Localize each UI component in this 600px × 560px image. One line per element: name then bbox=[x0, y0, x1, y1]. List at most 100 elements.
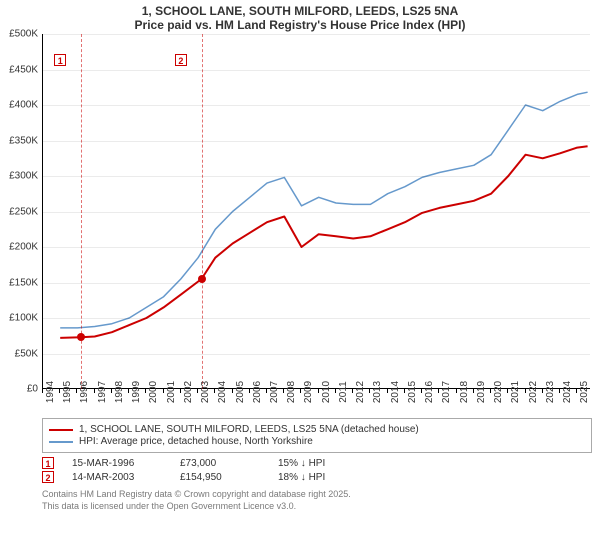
x-tick bbox=[318, 389, 319, 393]
x-axis-label: 2001 bbox=[166, 381, 177, 403]
x-axis-label: 2012 bbox=[355, 381, 366, 403]
x-tick bbox=[352, 389, 353, 393]
x-axis-label: 2020 bbox=[493, 381, 504, 403]
x-tick bbox=[145, 389, 146, 393]
x-tick bbox=[249, 389, 250, 393]
gridline bbox=[43, 354, 590, 355]
transaction-date: 14-MAR-2003 bbox=[72, 472, 162, 483]
gridline bbox=[43, 34, 590, 35]
gridline bbox=[43, 318, 590, 319]
transaction-price: £154,950 bbox=[180, 472, 260, 483]
x-axis-label: 2024 bbox=[562, 381, 573, 403]
table-row: 1 15-MAR-1996 £73,000 15% ↓ HPI bbox=[42, 457, 592, 469]
x-tick bbox=[266, 389, 267, 393]
x-axis-label: 2022 bbox=[528, 381, 539, 403]
x-axis-label: 2025 bbox=[579, 381, 590, 403]
x-axis-label: 1996 bbox=[79, 381, 90, 403]
x-tick bbox=[490, 389, 491, 393]
x-tick bbox=[111, 389, 112, 393]
gridline bbox=[43, 212, 590, 213]
x-axis-label: 2010 bbox=[321, 381, 332, 403]
legend-label: HPI: Average price, detached house, Nort… bbox=[79, 436, 313, 447]
x-axis-label: 2006 bbox=[252, 381, 263, 403]
y-axis-label: £400K bbox=[0, 100, 38, 111]
x-axis-label: 2002 bbox=[183, 381, 194, 403]
x-tick bbox=[197, 389, 198, 393]
x-tick bbox=[163, 389, 164, 393]
x-axis-label: 1999 bbox=[131, 381, 142, 403]
x-axis-label: 2014 bbox=[390, 381, 401, 403]
x-tick bbox=[438, 389, 439, 393]
x-tick bbox=[300, 389, 301, 393]
gridline bbox=[43, 105, 590, 106]
data-point-dot bbox=[198, 275, 206, 283]
chart-area: 12 £0£50K£100K£150K£200K£250K£300K£350K£… bbox=[42, 34, 590, 414]
transactions-table: 1 15-MAR-1996 £73,000 15% ↓ HPI 2 14-MAR… bbox=[42, 457, 592, 483]
x-axis-label: 1994 bbox=[45, 381, 56, 403]
x-tick bbox=[128, 389, 129, 393]
footer-attribution: Contains HM Land Registry data © Crown c… bbox=[42, 489, 592, 512]
x-tick bbox=[180, 389, 181, 393]
x-tick bbox=[387, 389, 388, 393]
x-tick bbox=[559, 389, 560, 393]
chart-title-line1: 1, SCHOOL LANE, SOUTH MILFORD, LEEDS, LS… bbox=[0, 4, 600, 18]
x-axis-label: 2003 bbox=[200, 381, 211, 403]
footer-line: Contains HM Land Registry data © Crown c… bbox=[42, 489, 592, 501]
x-axis-label: 2008 bbox=[286, 381, 297, 403]
x-tick bbox=[369, 389, 370, 393]
event-vline bbox=[202, 34, 203, 389]
x-axis-label: 2007 bbox=[269, 381, 280, 403]
y-axis-label: £150K bbox=[0, 277, 38, 288]
x-axis-label: 2016 bbox=[424, 381, 435, 403]
x-axis-label: 1998 bbox=[114, 381, 125, 403]
gridline bbox=[43, 247, 590, 248]
x-axis-label: 2004 bbox=[217, 381, 228, 403]
chart-title-line2: Price paid vs. HM Land Registry's House … bbox=[0, 18, 600, 32]
marker-badge-icon: 1 bbox=[42, 457, 54, 469]
x-axis-label: 2021 bbox=[510, 381, 521, 403]
x-tick bbox=[456, 389, 457, 393]
x-axis-label: 2013 bbox=[372, 381, 383, 403]
x-tick bbox=[404, 389, 405, 393]
y-axis-label: £250K bbox=[0, 206, 38, 217]
x-tick bbox=[473, 389, 474, 393]
y-axis-label: £350K bbox=[0, 135, 38, 146]
data-point-dot bbox=[77, 333, 85, 341]
table-row: 2 14-MAR-2003 £154,950 18% ↓ HPI bbox=[42, 471, 592, 483]
series-line-hpi bbox=[60, 92, 587, 328]
legend-item: 1, SCHOOL LANE, SOUTH MILFORD, LEEDS, LS… bbox=[49, 424, 585, 435]
y-axis-label: £450K bbox=[0, 64, 38, 75]
y-axis-label: £300K bbox=[0, 171, 38, 182]
gridline bbox=[43, 283, 590, 284]
plot-region: 12 bbox=[42, 34, 590, 389]
x-axis-label: 2015 bbox=[407, 381, 418, 403]
x-tick bbox=[576, 389, 577, 393]
x-axis-label: 1997 bbox=[97, 381, 108, 403]
transaction-price: £73,000 bbox=[180, 458, 260, 469]
x-tick bbox=[525, 389, 526, 393]
legend-swatch bbox=[49, 429, 73, 431]
y-axis-label: £50K bbox=[0, 348, 38, 359]
x-axis-label: 2009 bbox=[303, 381, 314, 403]
marker-badge-icon: 1 bbox=[54, 54, 66, 66]
x-tick bbox=[335, 389, 336, 393]
y-axis-label: £200K bbox=[0, 242, 38, 253]
x-axis-label: 2000 bbox=[148, 381, 159, 403]
legend-item: HPI: Average price, detached house, Nort… bbox=[49, 436, 585, 447]
x-axis-label: 2018 bbox=[459, 381, 470, 403]
x-axis-label: 2019 bbox=[476, 381, 487, 403]
x-tick bbox=[214, 389, 215, 393]
footer-line: This data is licensed under the Open Gov… bbox=[42, 501, 592, 513]
gridline bbox=[43, 176, 590, 177]
x-tick bbox=[76, 389, 77, 393]
series-line-price_paid bbox=[60, 146, 587, 338]
gridline bbox=[43, 141, 590, 142]
x-tick bbox=[94, 389, 95, 393]
x-axis-label: 2017 bbox=[441, 381, 452, 403]
legend-label: 1, SCHOOL LANE, SOUTH MILFORD, LEEDS, LS… bbox=[79, 424, 419, 435]
transaction-delta: 18% ↓ HPI bbox=[278, 472, 325, 483]
chart-title-block: 1, SCHOOL LANE, SOUTH MILFORD, LEEDS, LS… bbox=[0, 0, 600, 34]
x-tick bbox=[232, 389, 233, 393]
x-tick bbox=[507, 389, 508, 393]
gridline bbox=[43, 70, 590, 71]
